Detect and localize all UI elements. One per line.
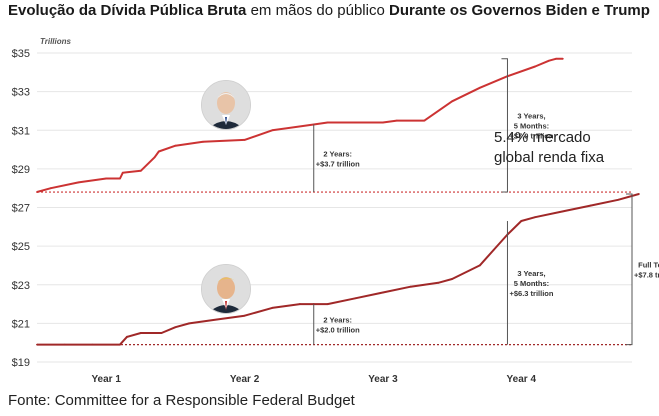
y-tick-label: $29 [12, 164, 30, 176]
series-layer [36, 57, 640, 346]
headline-part1: Evolução da Dívida Pública Bruta [8, 2, 247, 19]
y-tick-label: $35 [12, 48, 30, 60]
trump-data-point [520, 220, 523, 222]
trump-data-point [188, 322, 191, 325]
y-tick-label: $21 [12, 318, 30, 330]
annotation-label: 2 Years: [323, 149, 352, 158]
annotation-label: +$7.8 trillion [634, 270, 659, 279]
y-tick-label: $31 [12, 125, 30, 137]
annotation-label: +$2.0 trillion [316, 325, 360, 334]
biden-data-point [451, 100, 454, 103]
trump-data-point [451, 278, 454, 280]
biden-data-point [174, 144, 177, 147]
trump-data-point [492, 249, 495, 251]
x-tick-layer: Year 1 Year 2 Year 3 Year 4 [91, 374, 536, 385]
annotation-label: 5 Months: [514, 279, 549, 288]
trump-data-point [215, 318, 218, 321]
trump-data-point [119, 343, 121, 346]
y-tick-label: $27 [12, 203, 30, 215]
biden-data-point [561, 57, 564, 60]
biden-data-point [49, 187, 52, 190]
trump-data-point [409, 285, 412, 288]
annotation-label: 2 Years: [323, 315, 352, 324]
trump-data-point [126, 335, 128, 338]
annotation-label: 5 Months: [514, 121, 549, 130]
trump-data-point [478, 264, 481, 267]
trump-data-point [243, 314, 246, 317]
x-tick-label: Year 2 [230, 374, 260, 385]
annotation-label: 3 Years, [517, 111, 545, 120]
trump-data-point [160, 332, 163, 334]
biden-data-point [243, 139, 246, 141]
trump-portrait-icon [201, 264, 251, 314]
biden-data-point [395, 119, 398, 122]
side-note-line-1: 5.4% mercado [494, 129, 591, 146]
biden-data-point [157, 150, 160, 153]
biden-data-point [326, 121, 329, 124]
trump-data-point [63, 343, 66, 346]
trump-data-point [534, 216, 537, 219]
biden-data-point [36, 191, 38, 193]
biden-data-point [554, 57, 557, 60]
trump-data-point [638, 193, 640, 195]
biden-data-point [121, 171, 124, 174]
trump-data-point [561, 210, 564, 213]
trump-data-point [139, 332, 142, 334]
x-tick-label: Year 1 [91, 374, 121, 385]
measure-bracket [501, 58, 508, 193]
trump-data-point [326, 303, 329, 305]
annotation-label: 3 Years, [517, 269, 545, 278]
biden-data-point [382, 121, 384, 124]
biden-data-point [478, 86, 481, 89]
y-tick-label: $19 [12, 357, 30, 369]
grid-layer [37, 52, 632, 363]
x-tick-label: Year 4 [507, 374, 537, 385]
side-note: 5.4% mercado global renda fixa [494, 128, 604, 168]
trump-data-point [91, 343, 94, 346]
trump-data-point [589, 204, 592, 207]
headline-part2: em mãos do público [246, 2, 389, 19]
annotation-label: +$3.7 trillion [316, 159, 360, 168]
y-tick-label: $33 [12, 87, 30, 99]
measure-bracket [626, 193, 633, 346]
x-tick-label: Year 3 [368, 374, 398, 385]
source-note: Fonte: Committee for a Responsible Feder… [8, 392, 355, 409]
trump-data-point [271, 307, 274, 309]
trump-data-point [299, 303, 301, 305]
annotation-label: +$6.3 trillion [509, 289, 553, 298]
biden-debt-line [36, 57, 563, 193]
chart-headline: Evolução da Dívida Pública Bruta em mãos… [8, 2, 658, 19]
annotation-label: Full Term: [638, 260, 659, 269]
y-tick-label: $23 [12, 280, 30, 292]
biden-data-point [202, 140, 204, 143]
side-note-line-2: global renda fixa [494, 149, 605, 166]
biden-portrait-icon [201, 80, 251, 130]
biden-data-point [354, 121, 357, 124]
y-unit-label: Trillions [40, 37, 72, 46]
biden-data-point [139, 169, 142, 172]
biden-data-point [105, 177, 108, 180]
biden-data-point [271, 129, 274, 132]
biden-data-point [119, 177, 121, 180]
trump-data-point [382, 291, 384, 294]
biden-data-point [77, 181, 80, 184]
y-tick-layer: $19 $21 $23 $25 $27 $29 $31 $33 $35 [12, 48, 30, 369]
baseline-layer [37, 191, 632, 346]
annotation-label: +$7.0 trillion [509, 131, 553, 140]
trump-data-point [437, 281, 440, 284]
trump-data-point [174, 326, 177, 329]
trump-data-point [617, 198, 620, 201]
y-tick-label: $25 [12, 241, 30, 253]
biden-data-point [423, 119, 426, 122]
biden-data-point [548, 59, 550, 62]
headline-part3: Durante os Governos Biden e Trump [388, 2, 650, 19]
biden-data-point [534, 65, 537, 68]
trump-data-point [36, 343, 38, 346]
biden-data-point [153, 156, 156, 159]
trump-data-point [354, 297, 357, 300]
